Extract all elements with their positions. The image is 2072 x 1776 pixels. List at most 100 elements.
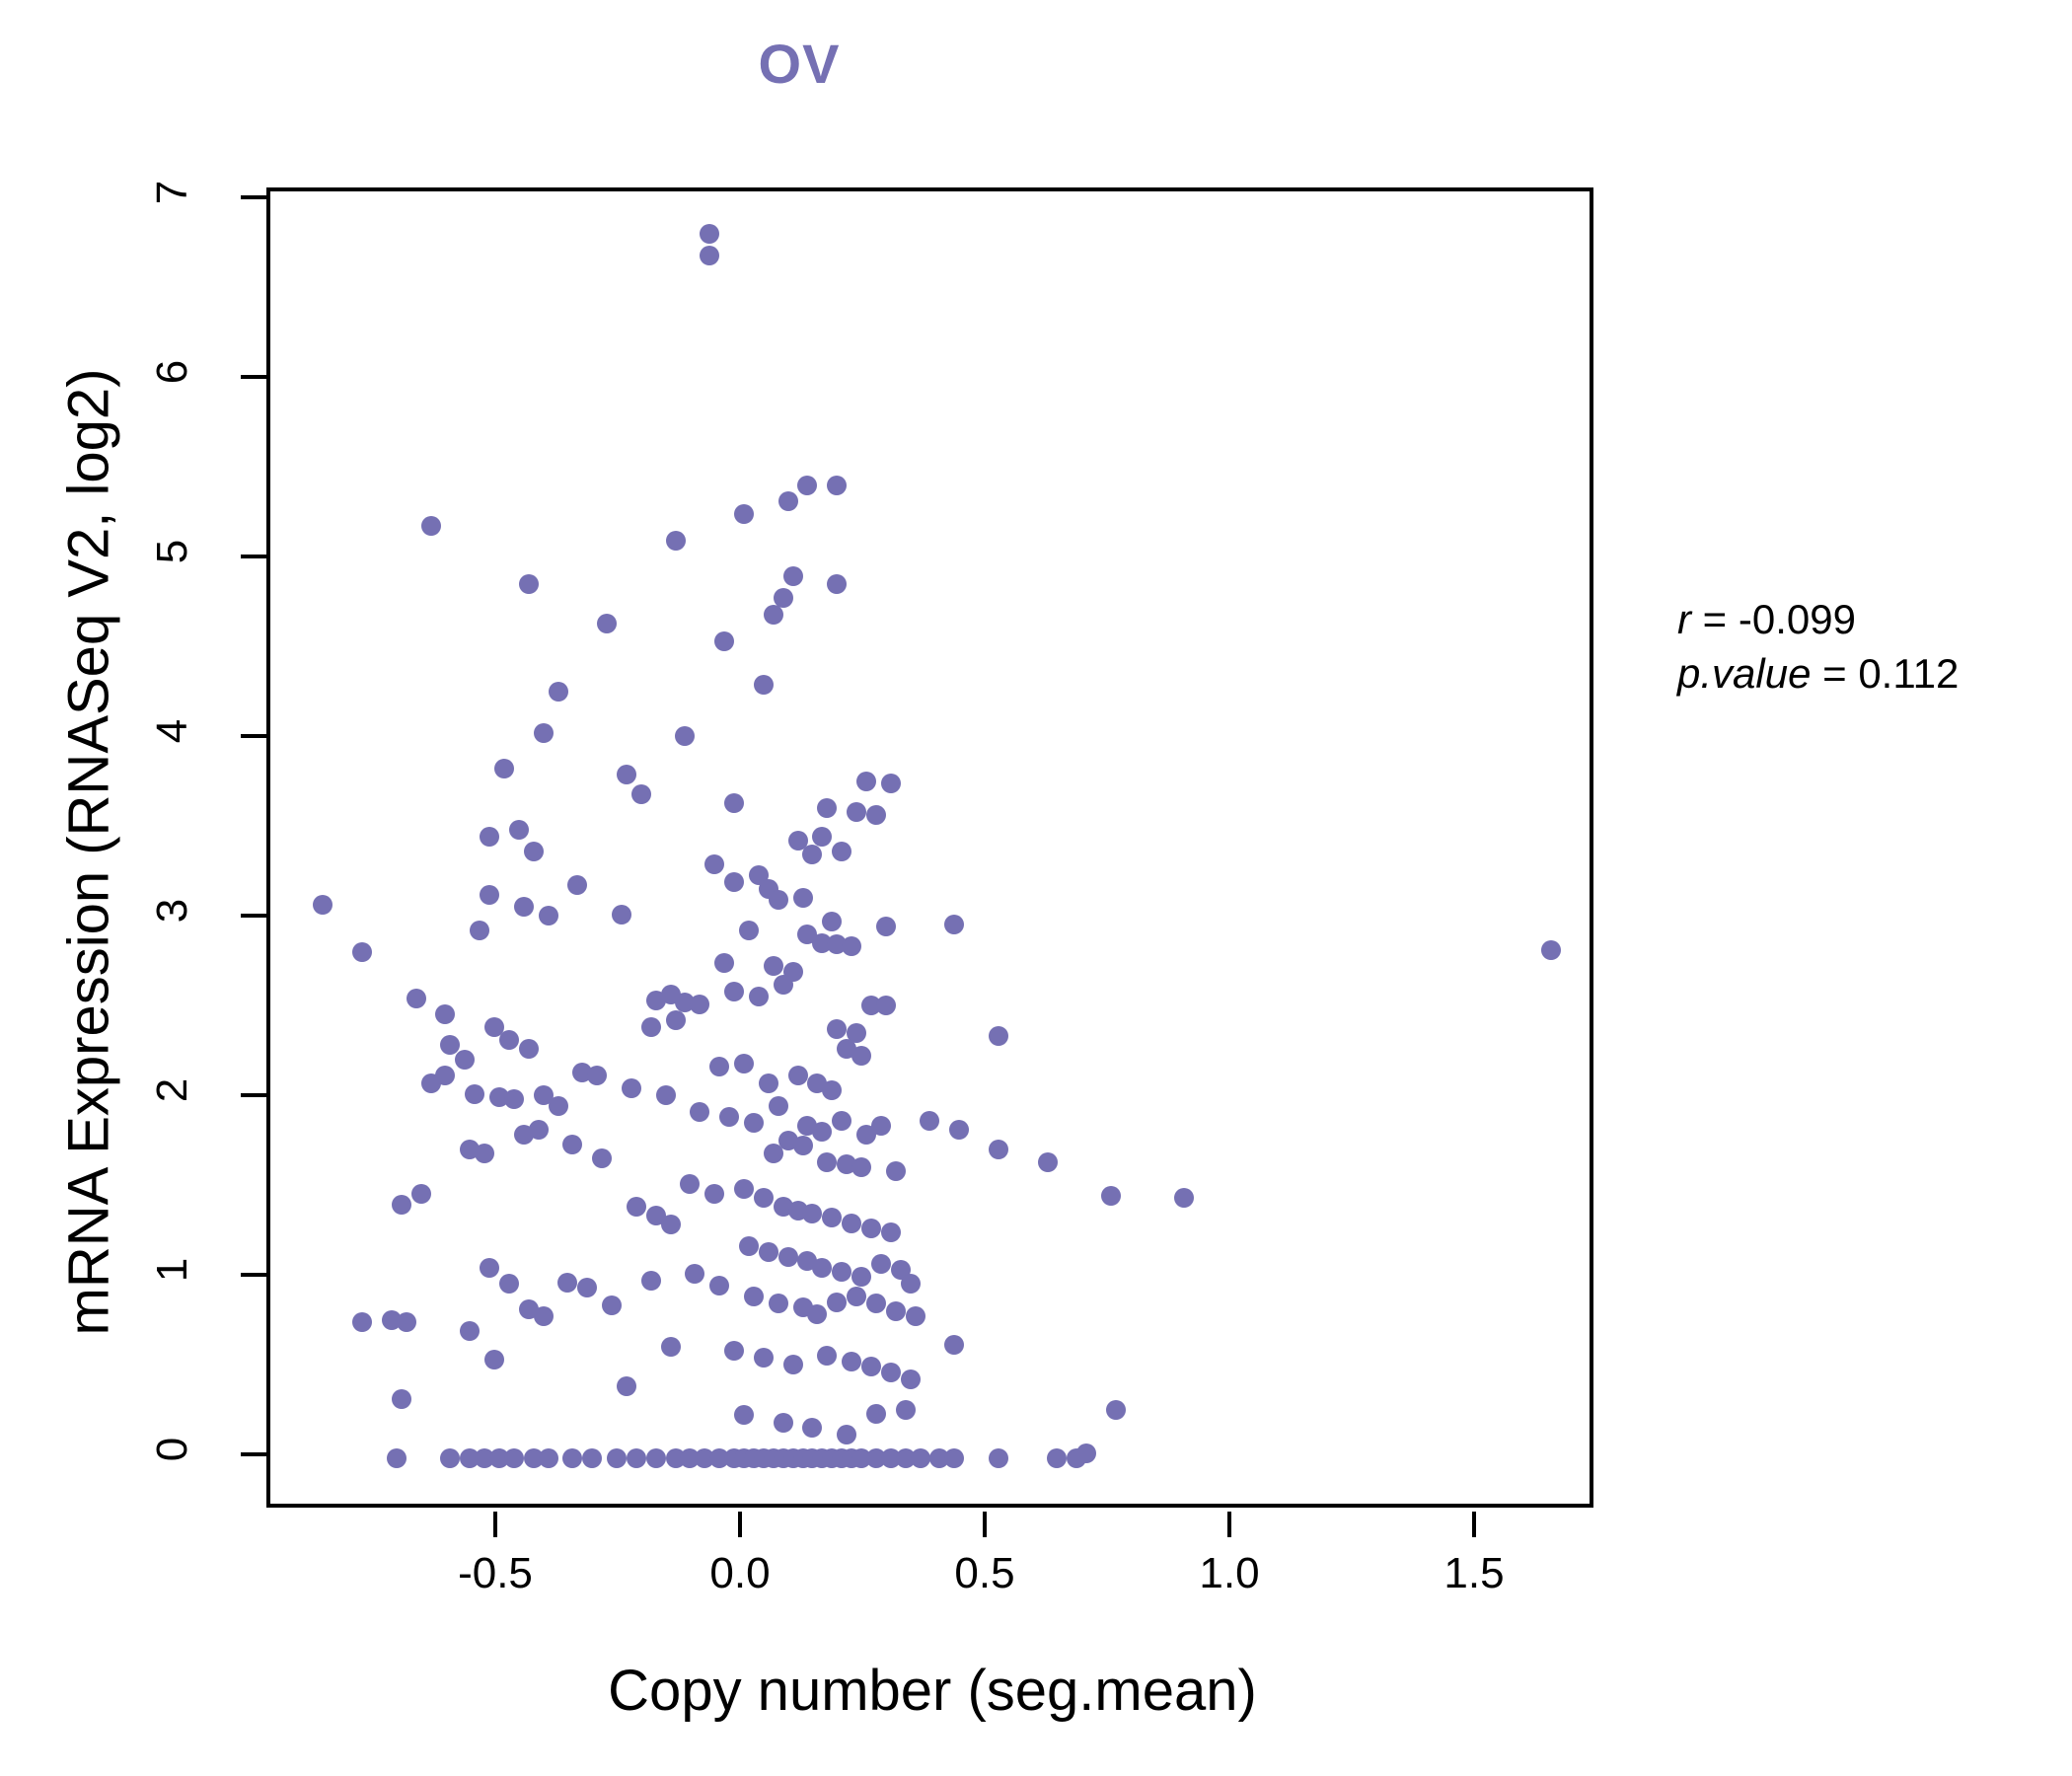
scatter-point (988, 1026, 1008, 1047)
scatter-point (714, 952, 735, 973)
scatter-point (533, 722, 554, 743)
scatter-point (777, 1247, 798, 1268)
scatter-point (508, 820, 529, 840)
scatter-point (352, 941, 373, 962)
scatter-point (548, 681, 568, 702)
scatter-point (704, 853, 725, 874)
scatter-point (860, 1357, 881, 1377)
y-axis-title: mRNA Expression (RNASeq V2, log2) (56, 368, 121, 1336)
y-axis-tick-label: 4 (148, 718, 196, 744)
scatter-point (480, 1258, 500, 1279)
scatter-point (949, 1119, 970, 1140)
scatter-point (865, 1403, 886, 1424)
scatter-point (832, 1110, 852, 1131)
scatter-point (856, 771, 876, 791)
scatter-point (587, 1066, 608, 1086)
scatter-point (1067, 1448, 1087, 1468)
scatter-point (665, 1009, 686, 1030)
scatter-point (386, 1448, 407, 1468)
scatter-point (1037, 1151, 1058, 1172)
scatter-point (832, 841, 852, 861)
scatter-point (738, 920, 759, 940)
r-value: -0.099 (1738, 596, 1856, 642)
scatter-point (817, 1151, 838, 1172)
scatter-point (724, 792, 745, 813)
x-axis-tick (1472, 1512, 1476, 1537)
scatter-point (597, 613, 618, 633)
scatter-point (763, 956, 783, 977)
x-axis-tick-label: 1.5 (1443, 1549, 1505, 1597)
scatter-point (660, 1215, 681, 1235)
scatter-point (827, 1019, 848, 1040)
scatter-point (406, 989, 426, 1009)
scatter-point (895, 1399, 916, 1420)
scatter-point (812, 827, 833, 848)
scatter-point (480, 884, 500, 905)
scatter-point (734, 1405, 754, 1426)
pvalue-line: p.value = 0.112 (1677, 646, 1959, 701)
y-axis-tick-label: 0 (148, 1437, 196, 1462)
scatter-point (709, 1057, 730, 1077)
statistics-annotation: r = -0.099 p.value = 0.112 (1677, 592, 1959, 702)
scatter-point (758, 1241, 778, 1262)
scatter-point (455, 1049, 476, 1070)
scatter-point (847, 1287, 867, 1307)
scatter-point (792, 1136, 813, 1156)
y-axis-tick (241, 195, 266, 199)
scatter-point (827, 1292, 848, 1312)
scatter-point (533, 1306, 554, 1327)
scatter-point (851, 1267, 872, 1288)
scatter-point (352, 1311, 373, 1332)
scatter-point (782, 566, 803, 587)
scatter-point (484, 1349, 505, 1369)
scatter-point (880, 1221, 901, 1242)
scatter-point (435, 1004, 456, 1025)
scatter-point (944, 915, 965, 935)
scatter-point (440, 1035, 461, 1056)
scatter-point (875, 996, 896, 1016)
scatter-point (822, 1079, 843, 1100)
scatter-point (797, 475, 818, 495)
scatter-point (724, 1340, 745, 1361)
scatter-point (812, 1121, 833, 1142)
scatter-point (773, 588, 793, 609)
scatter-point (470, 920, 490, 940)
scatter-point (822, 911, 843, 931)
scatter-point (842, 1351, 862, 1371)
scatter-point (865, 1294, 886, 1314)
scatter-point (714, 630, 735, 651)
scatter-point (621, 1078, 641, 1099)
x-axis-tick-label: 1.0 (1199, 1549, 1260, 1597)
scatter-point (753, 1348, 774, 1369)
scatter-point (709, 1276, 730, 1296)
scatter-point (817, 798, 838, 819)
scatter-point (630, 783, 651, 804)
y-axis-tick (241, 914, 266, 918)
scatter-point (538, 1448, 558, 1468)
p-label: p.value (1677, 650, 1812, 698)
scatter-point (842, 1213, 862, 1233)
page-title: OV (758, 33, 841, 95)
scatter-point (690, 994, 710, 1014)
scatter-point (1105, 1399, 1126, 1420)
x-axis-tick-label: -0.5 (458, 1549, 533, 1597)
scatter-point (763, 604, 783, 625)
scatter-point (700, 245, 720, 265)
scatter-point (724, 981, 745, 1001)
scatter-point (410, 1184, 431, 1205)
scatter-point (787, 830, 808, 851)
scatter-point (523, 841, 544, 861)
scatter-point (582, 1448, 603, 1468)
scatter-point (832, 1261, 852, 1282)
p-value: 0.112 (1858, 650, 1960, 698)
scatter-point (465, 1083, 485, 1104)
scatter-point (905, 1306, 925, 1327)
scatter-point (870, 1254, 891, 1275)
scatter-point (557, 1272, 578, 1293)
scatter-point (660, 1337, 681, 1358)
x-axis-tick-label: 0.5 (954, 1549, 1015, 1597)
scatter-point (763, 1143, 783, 1163)
scatter-point (900, 1369, 921, 1389)
scatter-point (640, 1270, 661, 1291)
scatter-point (480, 827, 500, 848)
